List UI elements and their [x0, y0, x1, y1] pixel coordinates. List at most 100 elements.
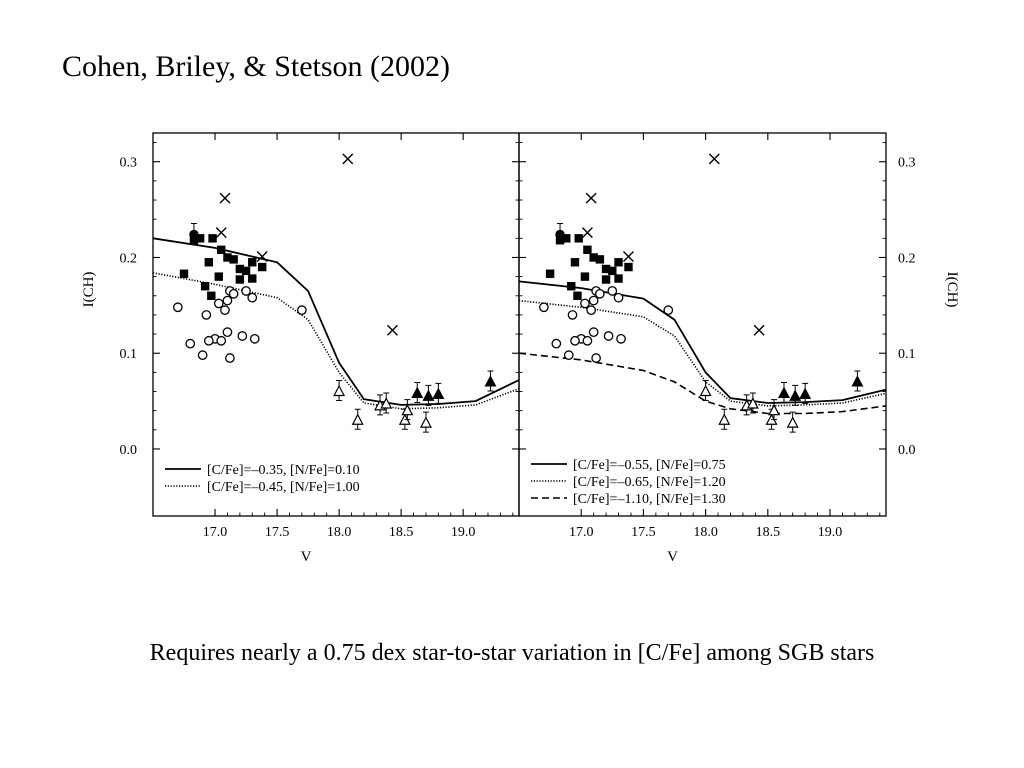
x-tick-label: 18.5 — [756, 525, 781, 540]
data-point-filled-triangle — [411, 386, 424, 399]
data-point-filled-square — [567, 282, 576, 291]
x-tick-label: 17.5 — [265, 525, 290, 540]
y-tick-label: 0.2 — [898, 251, 916, 266]
data-point-filled-square — [624, 262, 633, 272]
legend-label: [C/Fe]=–1.10, [N/Fe]=1.30 — [573, 492, 726, 507]
data-point-open-circle — [297, 305, 307, 315]
data-point-filled-triangle — [777, 386, 790, 399]
y-tick-label: 0.3 — [898, 156, 916, 171]
data-point-filled-square — [589, 253, 598, 262]
x-tick-label: 19.0 — [451, 525, 476, 540]
data-point-filled-square — [217, 245, 226, 255]
data-point-open-triangle — [401, 403, 414, 416]
data-point-filled-square — [562, 234, 571, 243]
data-point-filled-square — [601, 275, 611, 284]
data-point-filled-square — [601, 264, 611, 274]
data-point-open-circle — [603, 331, 614, 341]
data-point-open-circle — [588, 327, 599, 338]
y-tick-label: 0.1 — [120, 347, 138, 362]
plot-frame — [152, 132, 520, 517]
data-point-open-circle — [588, 295, 599, 306]
y-tick-label: 0.0 — [898, 443, 916, 458]
data-point-filled-square — [573, 291, 582, 300]
model-line-dotted — [518, 299, 887, 407]
data-point-filled-triangle — [851, 375, 864, 387]
data-point-open-triangle — [699, 384, 712, 397]
data-point-open-circle — [570, 335, 580, 346]
legend-label: [C/Fe]=–0.65, [N/Fe]=1.20 — [573, 475, 726, 490]
data-point-open-circle — [580, 298, 590, 309]
data-point-filled-triangle — [432, 387, 445, 399]
x-axis-label: V — [667, 549, 678, 565]
data-point-open-circle — [591, 353, 601, 363]
data-point-filled-triangle — [799, 387, 812, 399]
data-point-open-circle — [241, 286, 251, 296]
data-point-filled-square — [200, 282, 210, 291]
y-tick-label: 0.3 — [120, 156, 138, 171]
data-point-filled-square — [195, 234, 205, 243]
data-point-filled-square — [207, 291, 216, 300]
data-point-filled-square — [583, 245, 592, 255]
data-point-open-circle — [228, 289, 239, 299]
data-point-open-circle — [567, 310, 578, 320]
y-tick-label: 0.1 — [898, 347, 916, 362]
data-point-open-circle — [613, 292, 624, 303]
data-point-open-circle — [663, 305, 674, 315]
data-point-open-triangle — [419, 416, 432, 428]
data-point-open-circle — [563, 350, 574, 360]
slide-title: Cohen, Briley, & Stetson (2002) — [62, 50, 451, 83]
model-line-dashed — [518, 352, 887, 415]
data-point-open-circle — [222, 295, 233, 306]
data-point-filled-square — [580, 272, 590, 281]
data-point-filled-square — [248, 258, 257, 267]
y-tick-label: 0.2 — [120, 251, 138, 266]
data-point-open-triangle — [768, 403, 781, 416]
data-point-filled-square — [223, 253, 232, 262]
x-tick-label: 18.5 — [389, 525, 414, 540]
data-point-open-circle — [237, 331, 248, 341]
data-point-filled-square — [214, 272, 223, 281]
data-point-filled-triangle — [422, 389, 435, 401]
data-point-open-circle — [551, 338, 562, 349]
data-point-open-triangle — [718, 413, 731, 425]
data-point-cross — [219, 192, 231, 204]
data-point-filled-triangle — [789, 389, 802, 401]
data-point-cross — [753, 324, 765, 336]
data-point-open-circle — [586, 305, 597, 315]
data-point-filled-circle — [555, 229, 565, 240]
data-point-open-circle — [595, 289, 605, 299]
y-axis-label: I(CH) — [81, 272, 97, 308]
data-point-filled-square — [235, 275, 245, 284]
x-tick-label: 17.0 — [203, 525, 228, 540]
data-point-filled-square — [235, 264, 245, 274]
data-point-cross — [256, 251, 268, 263]
data-point-filled-circle — [189, 229, 199, 240]
x-tick-label: 17.0 — [569, 525, 594, 540]
data-point-open-circle — [172, 302, 183, 313]
legend-label: [C/Fe]=–0.35, [N/Fe]=0.10 — [207, 463, 360, 478]
data-point-filled-square — [614, 258, 623, 267]
plot-frame — [518, 132, 887, 517]
data-point-filled-square — [570, 258, 580, 267]
data-point-open-triangle — [380, 397, 393, 409]
data-point-filled-square — [248, 274, 257, 283]
y-tick-label: 0.0 — [120, 443, 138, 458]
data-point-filled-square — [574, 234, 583, 243]
data-point-cross — [585, 192, 597, 204]
model-line-solid — [152, 237, 520, 406]
x-axis-label: V — [301, 549, 312, 565]
data-point-cross — [708, 153, 720, 165]
data-point-open-triangle — [333, 384, 346, 397]
data-point-filled-square — [545, 269, 555, 278]
data-point-filled-square — [257, 262, 267, 272]
data-point-open-circle — [203, 335, 214, 346]
data-point-open-circle — [616, 334, 626, 344]
data-point-open-circle — [220, 305, 230, 315]
data-point-open-circle — [582, 335, 593, 346]
data-point-filled-square — [608, 266, 617, 276]
x-tick-label: 17.5 — [631, 525, 656, 540]
left-panel: 17.0 17.5 18.0 18.5 19.0 0.0 0.1 0.2 0.3 V I(CH) [C… — [81, 132, 520, 565]
data-point-filled-square — [595, 255, 605, 264]
data-point-filled-square — [208, 234, 217, 243]
slide-caption: Requires nearly a 0.75 dex star-to-star … — [149, 640, 875, 666]
